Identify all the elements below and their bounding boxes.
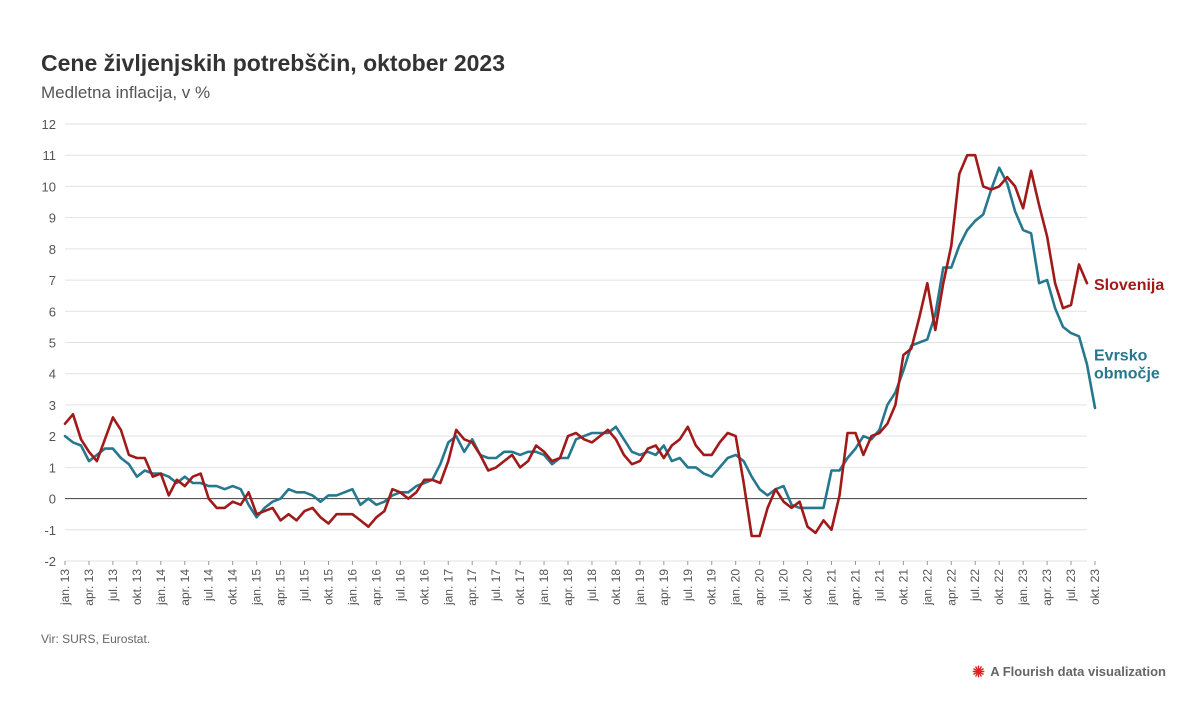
series-label-evrsko-obmocje: Evrsko območje bbox=[1094, 347, 1160, 382]
x-tick-label: apr. 15 bbox=[274, 569, 288, 606]
x-tick-label: okt. 13 bbox=[130, 569, 144, 605]
x-tick-label: jan. 22 bbox=[920, 569, 934, 606]
flourish-credit[interactable]: A Flourish data visualization bbox=[972, 664, 1166, 679]
x-tick-label: okt. 21 bbox=[896, 569, 910, 605]
x-tick-label: jul. 17 bbox=[489, 569, 503, 602]
x-tick-label: okt. 17 bbox=[513, 569, 527, 605]
flourish-logo-icon bbox=[972, 665, 985, 678]
x-tick-label: apr. 14 bbox=[178, 569, 192, 606]
x-tick-label: apr. 21 bbox=[848, 569, 862, 606]
source-note: Vir: SURS, Eurostat. bbox=[41, 632, 151, 646]
y-tick-label: -2 bbox=[44, 554, 56, 569]
y-tick-label: 7 bbox=[49, 273, 56, 288]
x-tick-label: jul. 22 bbox=[968, 569, 982, 602]
series-label-slovenija: Slovenija bbox=[1094, 277, 1164, 294]
credit-text: A Flourish data visualization bbox=[990, 664, 1166, 679]
chart-title: Cene življenjskih potrebščin, oktober 20… bbox=[41, 50, 505, 76]
y-tick-label: 12 bbox=[42, 117, 56, 132]
chart-subtitle: Medletna inflacija, v % bbox=[41, 83, 211, 102]
y-tick-label: 1 bbox=[49, 460, 56, 475]
x-tick-label: jan. 23 bbox=[1016, 569, 1030, 606]
x-tick-label: jan. 19 bbox=[633, 569, 647, 606]
x-tick-label: jan. 20 bbox=[729, 569, 743, 606]
y-tick-label: 4 bbox=[49, 367, 56, 382]
x-tick-label: jul. 19 bbox=[681, 569, 695, 602]
y-tick-label: 9 bbox=[49, 211, 56, 226]
x-tick-label: jul. 15 bbox=[298, 569, 312, 602]
x-tick-label: okt. 20 bbox=[801, 569, 815, 605]
x-tick-label: okt. 22 bbox=[992, 569, 1006, 605]
x-tick-label: jul. 16 bbox=[393, 569, 407, 602]
x-tick-label: jan. 18 bbox=[537, 569, 551, 606]
x-tick-label: apr. 20 bbox=[753, 569, 767, 606]
x-tick-label: jul. 20 bbox=[777, 569, 791, 602]
x-tick-label: jan. 15 bbox=[250, 569, 264, 606]
x-tick-label: jan. 17 bbox=[441, 569, 455, 606]
y-tick-label: 8 bbox=[49, 242, 56, 257]
x-tick-label: jan. 21 bbox=[825, 569, 839, 606]
y-tick-label: 3 bbox=[49, 398, 56, 413]
x-tick-label: okt. 15 bbox=[321, 569, 335, 605]
y-tick-label: 2 bbox=[49, 429, 56, 444]
y-tick-label: 5 bbox=[49, 336, 56, 351]
x-tick-label: okt. 23 bbox=[1088, 569, 1102, 605]
x-tick-label: okt. 16 bbox=[417, 569, 431, 605]
y-tick-label: 6 bbox=[49, 304, 56, 319]
series-line-slovenija bbox=[63, 153, 1089, 538]
x-tick-label: apr. 19 bbox=[657, 569, 671, 606]
x-tick-label: jul. 18 bbox=[585, 569, 599, 602]
x-tick-label: apr. 17 bbox=[465, 569, 479, 606]
x-tick-label: jul. 21 bbox=[872, 569, 886, 602]
x-tick-label: okt. 19 bbox=[705, 569, 719, 605]
x-tick-label: apr. 23 bbox=[1040, 569, 1054, 606]
x-tick-label: jul. 23 bbox=[1064, 569, 1078, 602]
x-tick-label: apr. 16 bbox=[369, 569, 383, 606]
y-tick-label: 0 bbox=[49, 492, 56, 507]
x-tick-label: apr. 22 bbox=[944, 569, 958, 606]
y-tick-label: 11 bbox=[43, 148, 57, 163]
x-tick-label: jan. 16 bbox=[345, 569, 359, 606]
x-tick-label: jan. 14 bbox=[154, 569, 168, 606]
x-tick-label: jul. 14 bbox=[202, 569, 216, 602]
x-tick-label: okt. 14 bbox=[226, 569, 240, 605]
x-tick-label: jul. 13 bbox=[106, 569, 120, 602]
x-tick-label: okt. 18 bbox=[609, 569, 623, 605]
x-tick-label: apr. 13 bbox=[82, 569, 96, 606]
y-tick-label: -1 bbox=[44, 523, 56, 538]
x-tick-label: apr. 18 bbox=[561, 569, 575, 606]
y-tick-label: 10 bbox=[42, 179, 56, 194]
x-tick-label: jan. 13 bbox=[58, 569, 72, 606]
